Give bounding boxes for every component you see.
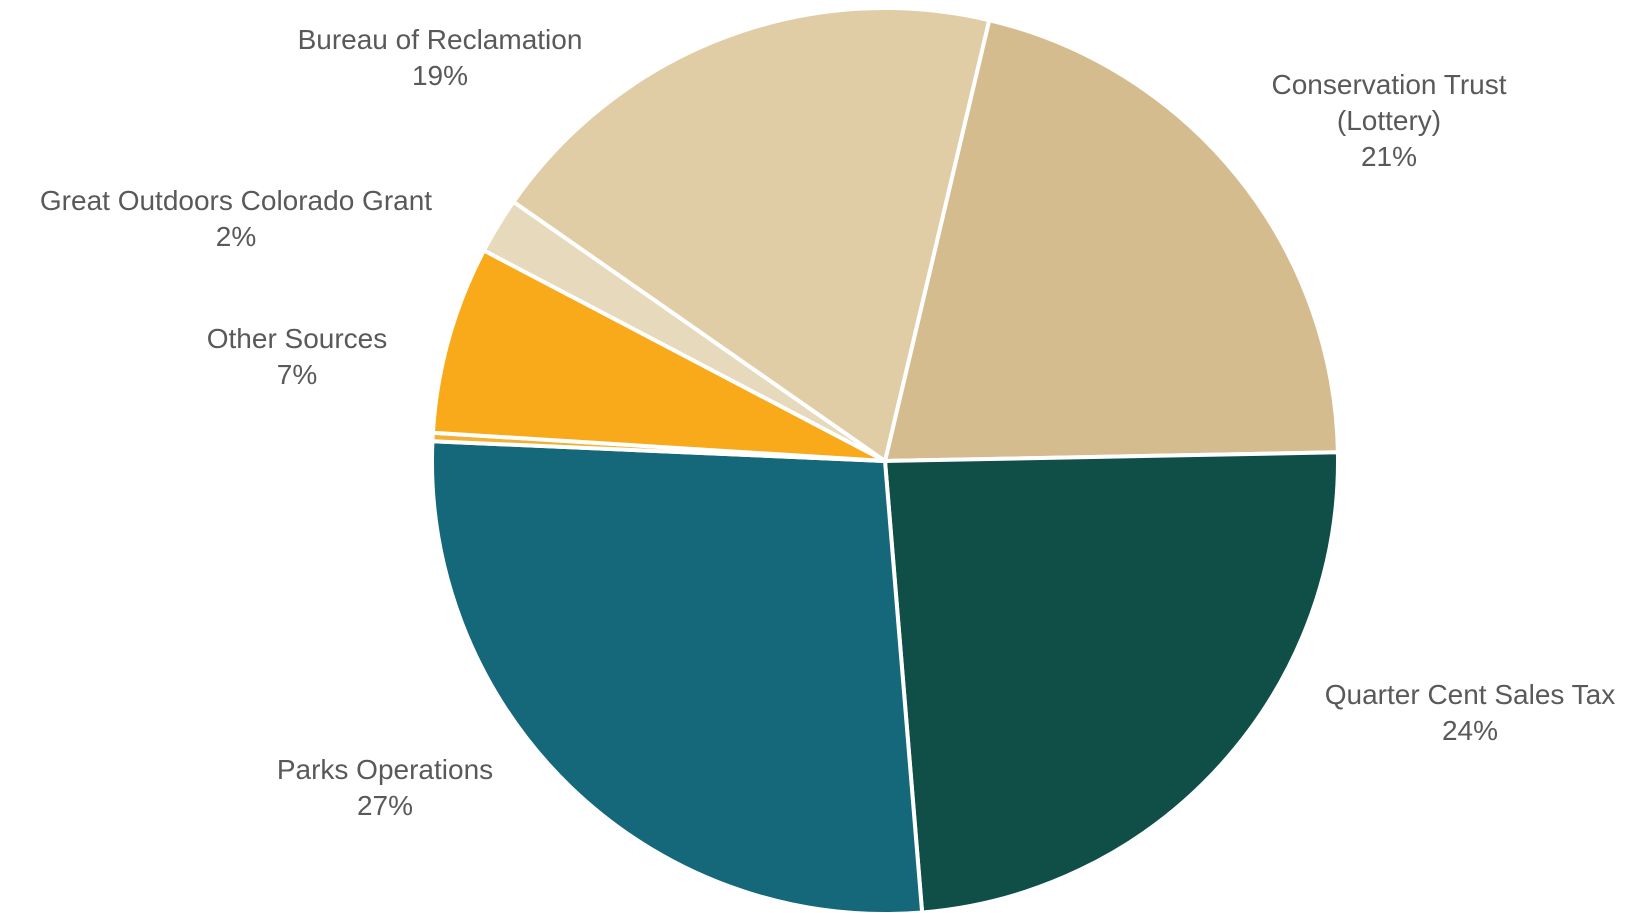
slice-name-label: Other Sources: [207, 323, 388, 354]
slice-percent-label: 24%: [1442, 715, 1498, 746]
pie-slice-conservation-trust: [883, 18, 1340, 463]
slice-label-bureau-of-reclamation: Bureau of Reclamation 19%: [298, 24, 583, 91]
slice-name-label: (Lottery): [1337, 105, 1441, 136]
pie-slice-parks-operations: [430, 439, 925, 913]
slice-label-other-sources: Other Sources 7%: [207, 323, 388, 390]
pie-slices: [430, 6, 1340, 913]
slice-name-label: Parks Operations: [277, 754, 493, 785]
slice-name-label: Quarter Cent Sales Tax: [1325, 679, 1616, 710]
pie-slice-bureau-of-reclamation: [511, 6, 992, 463]
slice-percent-label: 19%: [412, 60, 468, 91]
slice-label-conservation-trust: Conservation Trust (Lottery) 21%: [1272, 69, 1507, 172]
slice-percent-label: 7%: [277, 359, 317, 390]
slice-name-label: Great Outdoors Colorado Grant: [40, 185, 432, 216]
pie-slice-quarter-cent-sales-tax: [883, 450, 1340, 913]
slice-percent-label: 21%: [1361, 141, 1417, 172]
slice-label-great-outdoors-colorado-grant: Great Outdoors Colorado Grant 2%: [40, 185, 432, 252]
slice-percent-label: 27%: [357, 790, 413, 821]
slice-name-label: Conservation Trust: [1272, 69, 1507, 100]
slice-name-label: Bureau of Reclamation: [298, 24, 583, 55]
slice-label-parks-operations: Parks Operations 27%: [277, 754, 493, 821]
slice-percent-label: 2%: [216, 221, 256, 252]
slice-labels: Conservation Trust (Lottery) 21% Quarter Ce…: [40, 24, 1615, 821]
slice-label-quarter-cent-sales-tax: Quarter Cent Sales Tax 24%: [1325, 679, 1616, 746]
pie-slice-other-sources: [430, 248, 887, 463]
